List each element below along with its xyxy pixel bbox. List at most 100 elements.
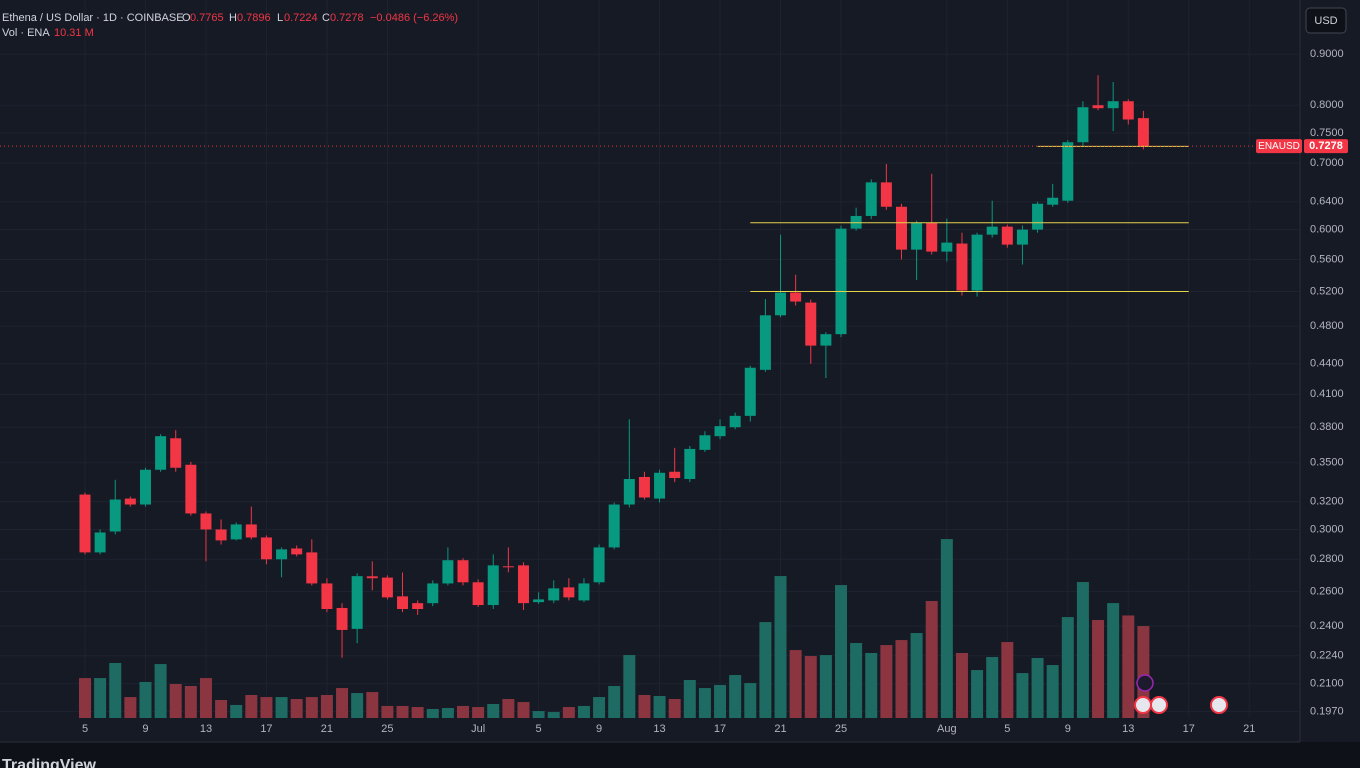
- y-tick-label: 0.4800: [1310, 320, 1344, 332]
- volume-bar: [124, 697, 137, 718]
- volume-bar: [910, 633, 923, 718]
- candle-body: [200, 513, 212, 530]
- volume-bar: [653, 695, 666, 718]
- candle-body: [714, 426, 726, 437]
- volume-bar: [668, 699, 681, 718]
- event-icon[interactable]: [1136, 674, 1154, 692]
- candle-body: [956, 243, 968, 291]
- candle-body: [185, 464, 197, 514]
- candle-body: [366, 576, 378, 579]
- volume-bar: [1046, 665, 1059, 718]
- volume-bar: [351, 693, 364, 718]
- brand-logo: TradingView: [2, 757, 97, 768]
- volume-bar: [184, 685, 197, 718]
- candle-body: [427, 583, 439, 604]
- y-tick-label: 0.8000: [1310, 99, 1344, 111]
- volume-bar: [517, 702, 530, 718]
- price-tag: [1304, 139, 1348, 154]
- candle-body: [1001, 226, 1013, 245]
- low-letter: L: [277, 12, 283, 24]
- volume-bar: [79, 678, 91, 718]
- candle-body: [608, 504, 620, 548]
- candle-body: [517, 565, 529, 604]
- currency-label[interactable]: USD: [1314, 15, 1337, 27]
- x-tick-label: 17: [1183, 723, 1195, 735]
- volume-bar: [683, 680, 696, 718]
- candle-body: [245, 524, 257, 538]
- low-value: 0.7224: [284, 12, 318, 24]
- candle-body: [442, 560, 454, 584]
- candle-body: [880, 182, 892, 207]
- y-tick-label: 0.2100: [1310, 678, 1344, 690]
- volume-bar: [215, 699, 228, 718]
- x-tick-label: 9: [142, 723, 148, 735]
- symbol-tag-label: ENAUSD: [1258, 141, 1300, 152]
- volume-bar: [305, 697, 318, 718]
- y-tick-label: 0.2240: [1310, 650, 1344, 662]
- volume-bar: [336, 688, 349, 718]
- candle-body: [306, 552, 318, 584]
- volume-bar: [744, 683, 757, 718]
- volume-bar: [986, 657, 999, 718]
- candle-body: [835, 228, 847, 335]
- currency-button[interactable]: [1305, 7, 1347, 34]
- volume-bar: [1001, 642, 1014, 718]
- volume-bar: [577, 705, 590, 718]
- candle-body: [260, 537, 272, 560]
- candle-body: [230, 524, 242, 540]
- candle-body: [1032, 203, 1044, 230]
- candle-body: [533, 599, 545, 603]
- close-letter: C: [322, 12, 330, 24]
- event-icon[interactable]: [1150, 696, 1168, 714]
- candle-body: [1107, 101, 1119, 109]
- volume-bar: [698, 688, 711, 718]
- volume-bar: [593, 697, 606, 718]
- candle-body: [926, 222, 938, 252]
- x-tick-label: 13: [1122, 723, 1134, 735]
- x-tick-label: 13: [653, 723, 665, 735]
- candle-body: [593, 547, 605, 583]
- y-tick-label: 0.1970: [1310, 705, 1344, 717]
- candle-body: [729, 415, 741, 428]
- candle-body: [215, 529, 227, 541]
- volume-bar: [139, 681, 152, 718]
- x-tick-label: 5: [82, 723, 88, 735]
- volume-bar: [547, 712, 560, 718]
- candle-body: [1122, 101, 1134, 120]
- candle-body: [94, 532, 106, 553]
- candle-body: [321, 583, 333, 610]
- candle-body: [759, 315, 771, 370]
- volume-bar: [366, 692, 379, 718]
- candle-body: [578, 583, 590, 601]
- candle-body: [1077, 107, 1089, 143]
- x-tick-label: 21: [1243, 723, 1255, 735]
- volume-bar: [1061, 617, 1074, 718]
- volume-bar: [865, 652, 878, 718]
- event-icon[interactable]: [1210, 696, 1228, 714]
- candle-body: [895, 206, 907, 250]
- y-tick-label: 0.2600: [1310, 585, 1344, 597]
- volume-bar: [714, 685, 727, 718]
- candle-body: [1137, 118, 1149, 147]
- volume-bar: [850, 643, 863, 718]
- y-tick-label: 0.9000: [1310, 48, 1344, 60]
- volume-bar: [169, 684, 182, 718]
- volume-bar: [245, 694, 258, 718]
- candle-body: [941, 242, 953, 252]
- candle-body: [971, 234, 983, 291]
- volume-bar: [411, 707, 424, 718]
- y-tick-label: 0.3200: [1310, 495, 1344, 507]
- x-tick-label: 9: [596, 723, 602, 735]
- event-icon[interactable]: [1134, 696, 1152, 714]
- volume-bar: [1122, 615, 1135, 718]
- y-tick-label: 0.4400: [1310, 358, 1344, 370]
- volume-bar: [562, 707, 575, 718]
- axes: 0.9000 0.8000 0.7500 0.7000 0.6400 0.6000 0.56…: [82, 48, 1344, 735]
- volume-bar: [638, 694, 651, 718]
- candle-body: [351, 576, 363, 629]
- volume-bar: [608, 685, 621, 718]
- candle-body: [1047, 197, 1059, 205]
- candle-body: [1062, 142, 1074, 201]
- candle-body: [291, 548, 303, 555]
